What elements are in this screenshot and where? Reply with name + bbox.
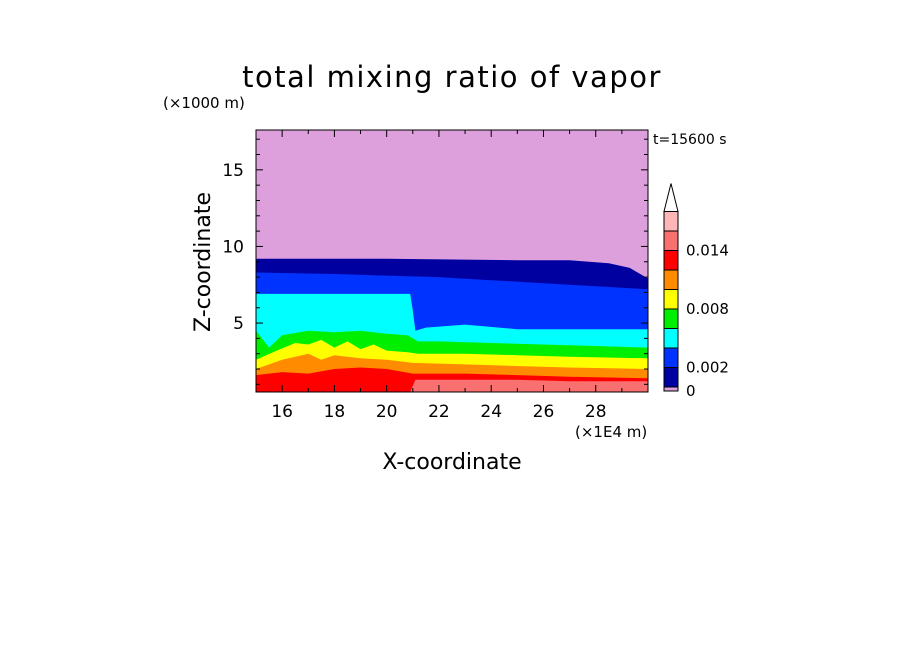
colorbar-tick-label: 0.008 bbox=[686, 300, 729, 318]
y-axis-label: Z-coordinate bbox=[191, 192, 216, 332]
plot-area bbox=[256, 130, 648, 392]
colorbar-swatch bbox=[663, 269, 679, 290]
x-tick-label: 20 bbox=[376, 402, 398, 422]
colorbar: 0 0.002 0.008 0.014 bbox=[663, 183, 729, 400]
colorbar-swatch bbox=[663, 230, 679, 251]
colorbar-swatch bbox=[663, 347, 679, 368]
y-axis: 5 10 15 bbox=[222, 138, 648, 385]
colorbar-tick-label: 0 bbox=[686, 382, 696, 400]
colorbar-swatch bbox=[663, 386, 679, 392]
colorbar-tick-label: 0.014 bbox=[686, 242, 729, 260]
x-tick-label: 18 bbox=[324, 402, 346, 422]
colorbar-swatch bbox=[663, 211, 679, 232]
y-tick-label: 10 bbox=[222, 237, 244, 257]
x-axis: 16 18 20 22 24 26 28 bbox=[255, 130, 649, 422]
colorbar-extend-arrow bbox=[663, 183, 679, 212]
colorbar-swatch bbox=[663, 367, 679, 388]
plot-frame bbox=[255, 129, 649, 393]
x-unit-label: (×1E4 m) bbox=[575, 423, 647, 441]
time-label: t=15600 s bbox=[653, 132, 727, 148]
colorbar-swatch bbox=[663, 328, 679, 349]
x-tick-label: 16 bbox=[271, 402, 293, 422]
colorbar-swatch bbox=[663, 289, 679, 310]
colorbar-swatch bbox=[663, 308, 679, 329]
x-tick-label: 24 bbox=[480, 402, 502, 422]
y-unit-label: (×1000 m) bbox=[163, 94, 245, 112]
y-tick-label: 5 bbox=[233, 314, 244, 334]
colorbar-swatch bbox=[663, 250, 679, 271]
x-tick-label: 28 bbox=[585, 402, 607, 422]
x-tick-label: 22 bbox=[428, 402, 450, 422]
x-axis-label: X-coordinate bbox=[382, 450, 521, 475]
x-tick-label: 26 bbox=[533, 402, 555, 422]
y-tick-label: 15 bbox=[222, 161, 244, 181]
chart-title: total mixing ratio of vapor bbox=[242, 60, 662, 94]
colorbar-tick-label: 0.002 bbox=[686, 359, 729, 377]
contour-band-8 bbox=[256, 379, 648, 392]
